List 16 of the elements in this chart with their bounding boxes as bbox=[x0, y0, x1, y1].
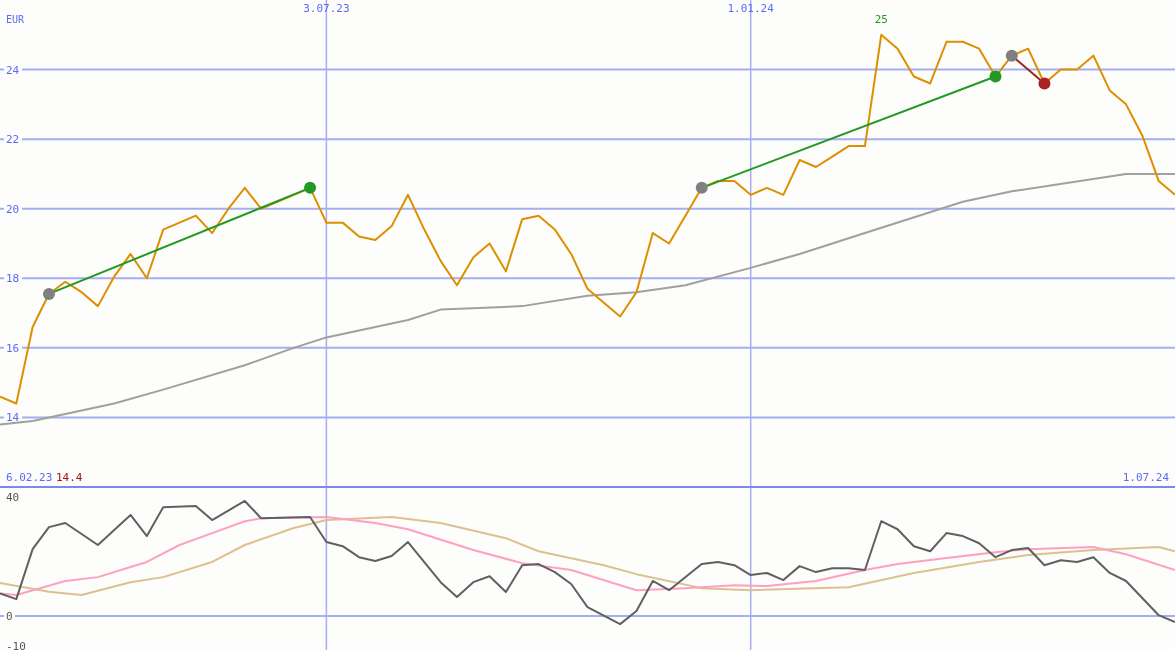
y-tick-label: 20 bbox=[6, 202, 20, 216]
x-tick-label: 1.01.24 bbox=[727, 2, 775, 15]
y-tick-label: -10 bbox=[6, 639, 26, 650]
x-tick-label: 3.07.23 bbox=[303, 2, 350, 15]
annotation: 6.02.23 bbox=[6, 471, 53, 484]
annotation: 25 bbox=[874, 12, 888, 26]
y-tick-label: 22 bbox=[6, 133, 20, 147]
y-tick-label: 18 bbox=[6, 272, 20, 286]
y-axis-title: EUR bbox=[6, 14, 26, 25]
y-tick-label: 0 bbox=[6, 610, 13, 624]
y-tick-label: 24 bbox=[6, 63, 20, 77]
y-tick-label: 14 bbox=[6, 411, 20, 425]
y-tick-label: 16 bbox=[6, 341, 20, 355]
annotation: 1.07.24 bbox=[1122, 471, 1170, 484]
annotation: 14.4 bbox=[56, 471, 83, 484]
y-tick-label: 40 bbox=[6, 491, 20, 505]
